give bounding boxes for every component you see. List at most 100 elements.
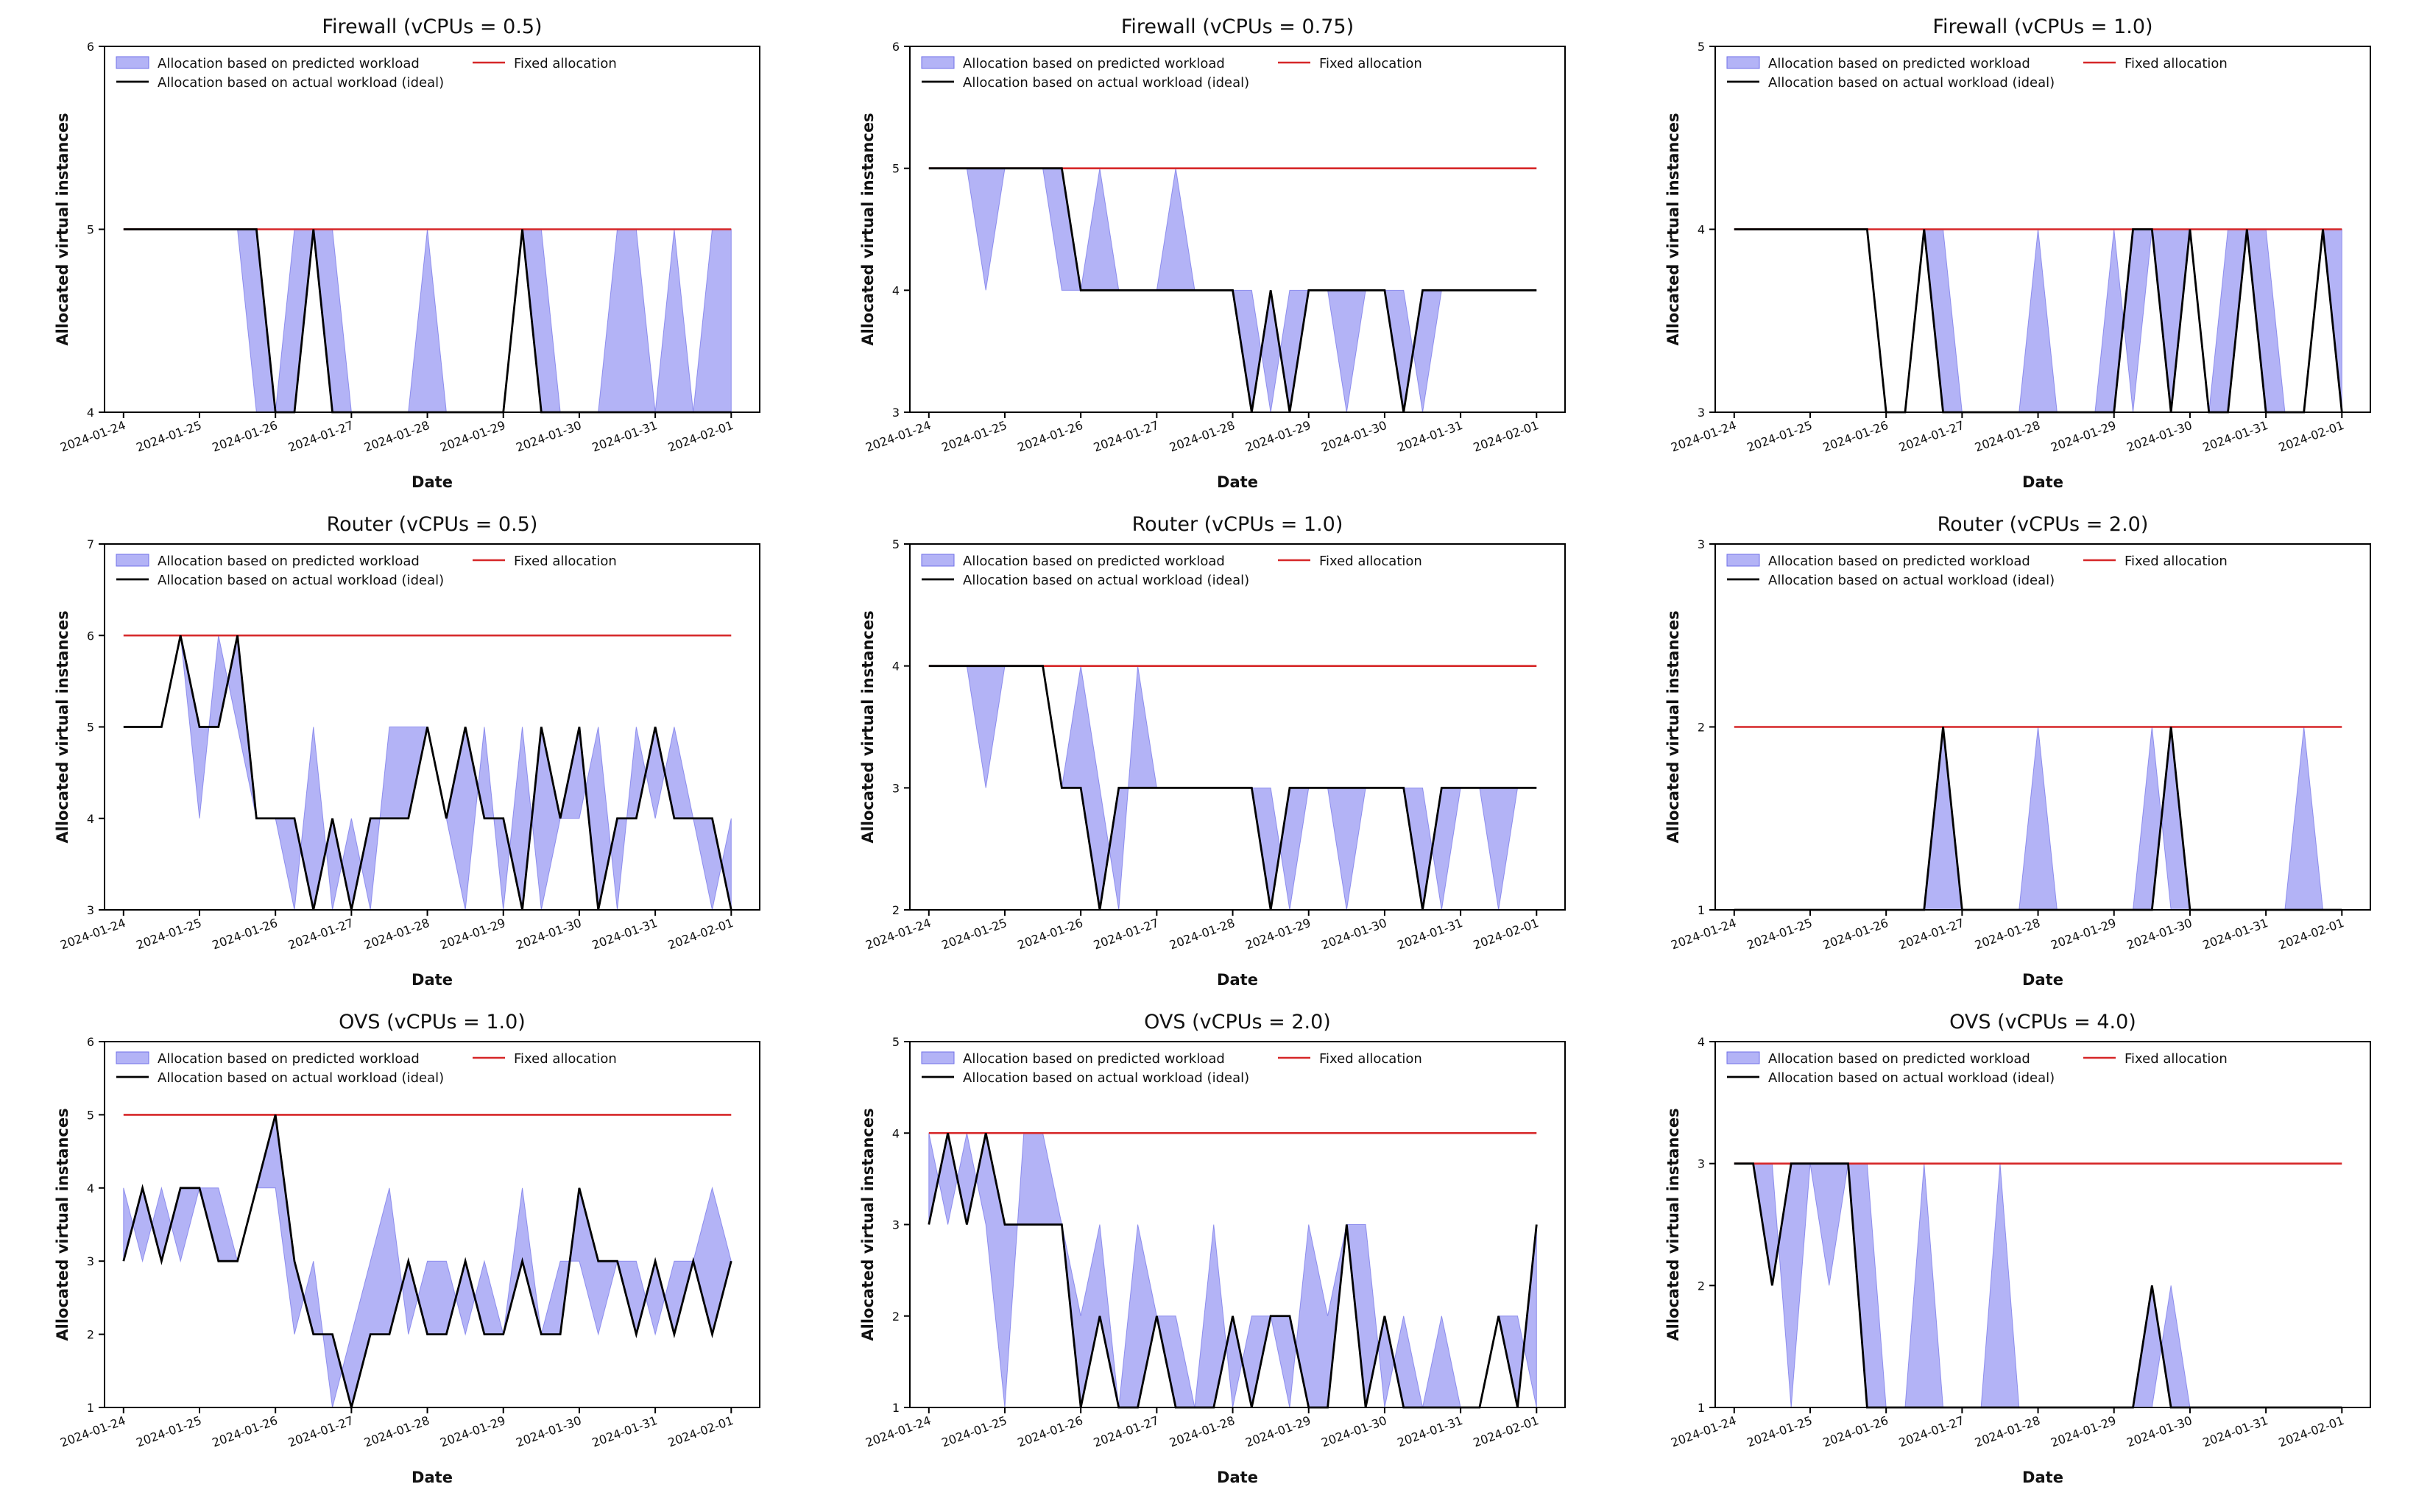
x-tick-label: 2024-01-25	[134, 418, 203, 455]
x-tick-label: 2024-01-27	[1897, 418, 1966, 455]
x-tick-label: 2024-01-31	[2201, 418, 2270, 455]
x-tick-label: 2024-01-28	[362, 1413, 431, 1450]
x-tick-label: 2024-01-26	[211, 1413, 280, 1450]
y-tick-label: 1	[892, 1401, 900, 1415]
y-tick-label: 3	[1698, 1157, 1705, 1171]
x-tick-label: 2024-01-29	[2049, 1413, 2118, 1450]
legend: Allocation based on predicted workload Al…	[116, 554, 617, 588]
legend-label-actual: Allocation based on actual workload (ide…	[158, 573, 444, 588]
x-tick-label: 2024-01-31	[590, 916, 660, 953]
y-tick-label: 4	[87, 812, 94, 826]
x-tick-label: 2024-01-26	[1016, 916, 1085, 953]
axes-frame	[909, 46, 1566, 413]
legend-label-predicted: Allocation based on predicted workload	[1768, 56, 2030, 71]
y-axis-label: Allocated virtual instances	[859, 113, 877, 345]
x-tick-label: 2024-01-27	[1897, 916, 1966, 953]
x-tick-label: 2024-01-29	[1243, 418, 1313, 455]
x-tick-label: 2024-01-27	[1092, 1413, 1161, 1450]
y-tick-label: 4	[892, 283, 900, 297]
subplot-title: Router (vCPUs = 1.0)	[1132, 513, 1343, 536]
actual-allocation-line	[123, 635, 732, 911]
x-tick-label: 2024-01-28	[1168, 1413, 1237, 1450]
legend-label-fixed: Fixed allocation	[514, 56, 617, 71]
legend-label-predicted: Allocation based on predicted workload	[1768, 1051, 2030, 1067]
legend-label-predicted: Allocation based on predicted workload	[963, 1051, 1225, 1067]
y-tick-label: 2	[892, 903, 900, 917]
legend: Allocation based on predicted workload Al…	[921, 554, 1422, 588]
legend-swatch-predicted	[1726, 554, 1760, 567]
x-tick-label: 2024-01-27	[1092, 418, 1161, 455]
x-tick-label: 2024-02-01	[666, 418, 735, 455]
subplot-title: OVS (vCPUs = 2.0)	[1144, 1011, 1331, 1034]
subplot-title: Firewall (vCPUs = 0.5)	[322, 15, 542, 38]
subplot-title: Router (vCPUs = 0.5)	[327, 513, 538, 536]
x-tick-label: 2024-02-01	[1472, 1413, 1541, 1450]
predicted-allocation-band	[123, 635, 732, 911]
y-tick-label: 6	[87, 1035, 94, 1049]
legend-swatch-predicted	[921, 554, 955, 567]
x-tick-label: 2024-01-27	[286, 916, 356, 953]
legend: Allocation based on predicted workload Al…	[116, 56, 617, 91]
x-tick-label: 2024-02-01	[666, 1413, 735, 1450]
x-tick-label: 2024-01-26	[1016, 1413, 1085, 1450]
predicted-allocation-band	[1734, 1163, 2342, 1408]
x-tick-label: 2024-01-28	[1168, 916, 1237, 953]
legend-label-actual: Allocation based on actual workload (ide…	[1768, 573, 2055, 588]
y-tick-label: 4	[87, 1181, 94, 1195]
x-tick-label: 2024-01-29	[438, 418, 507, 455]
x-tick-label: 2024-01-26	[211, 418, 280, 455]
legend-swatch-predicted	[1726, 56, 1760, 69]
x-tick-label: 2024-01-24	[1669, 1413, 1738, 1450]
x-tick-label: 2024-01-26	[1016, 418, 1085, 455]
y-tick-label: 5	[892, 1035, 900, 1049]
y-tick-label: 1	[1698, 1401, 1705, 1415]
x-axis-label: Date	[1217, 473, 1258, 491]
y-tick-label: 6	[892, 40, 900, 54]
legend-swatch-predicted	[116, 1051, 149, 1064]
y-tick-label: 3	[87, 1254, 94, 1268]
y-tick-label: 6	[87, 40, 94, 54]
legend-label-predicted: Allocation based on predicted workload	[158, 1051, 420, 1067]
axes-frame	[104, 1041, 760, 1408]
y-tick-label: 3	[1698, 406, 1705, 420]
y-tick-label: 6	[87, 629, 94, 643]
y-tick-label: 2	[1698, 721, 1705, 735]
actual-allocation-line	[928, 167, 1537, 413]
actual-allocation-line	[122, 1114, 732, 1412]
legend-swatch-predicted	[116, 554, 149, 567]
legend-label-actual: Allocation based on actual workload (ide…	[1768, 1070, 2055, 1086]
x-tick-label: 2024-02-01	[2277, 916, 2346, 953]
x-axis-label: Date	[2022, 1469, 2063, 1486]
y-tick-label: 4	[892, 660, 900, 674]
legend-label-actual: Allocation based on actual workload (ide…	[158, 75, 444, 91]
legend-label-actual: Allocation based on actual workload (ide…	[1768, 75, 2055, 91]
x-tick-label: 2024-01-24	[1669, 418, 1738, 455]
x-tick-label: 2024-01-26	[1821, 418, 1890, 455]
x-tick-label: 2024-01-24	[863, 916, 933, 953]
y-tick-label: 5	[892, 162, 900, 176]
x-tick-label: 2024-01-24	[863, 418, 933, 455]
x-axis-label: Date	[2022, 971, 2063, 989]
subplot-title: Firewall (vCPUs = 0.75)	[1121, 15, 1354, 38]
x-tick-label: 2024-02-01	[1472, 418, 1541, 455]
x-tick-label: 2024-01-28	[1973, 916, 2042, 953]
legend-swatch-predicted	[921, 56, 955, 69]
x-tick-label: 2024-01-28	[1973, 1413, 2042, 1450]
subplot-title: Firewall (vCPUs = 1.0)	[1932, 15, 2152, 38]
axes-frame	[1714, 1041, 2371, 1408]
y-axis-label: Allocated virtual instances	[859, 610, 877, 843]
legend-label-actual: Allocation based on actual workload (ide…	[963, 75, 1249, 91]
x-tick-label: 2024-01-26	[1821, 1413, 1890, 1450]
x-tick-label: 2024-01-30	[1319, 1413, 1388, 1450]
x-tick-label: 2024-01-28	[362, 418, 431, 455]
x-tick-label: 2024-01-30	[2125, 418, 2194, 455]
legend-label-predicted: Allocation based on predicted workload	[1768, 554, 2030, 569]
subplot-title: Router (vCPUs = 2.0)	[1938, 513, 2149, 536]
legend-swatch-predicted	[116, 56, 149, 69]
actual-allocation-line	[928, 665, 1537, 911]
